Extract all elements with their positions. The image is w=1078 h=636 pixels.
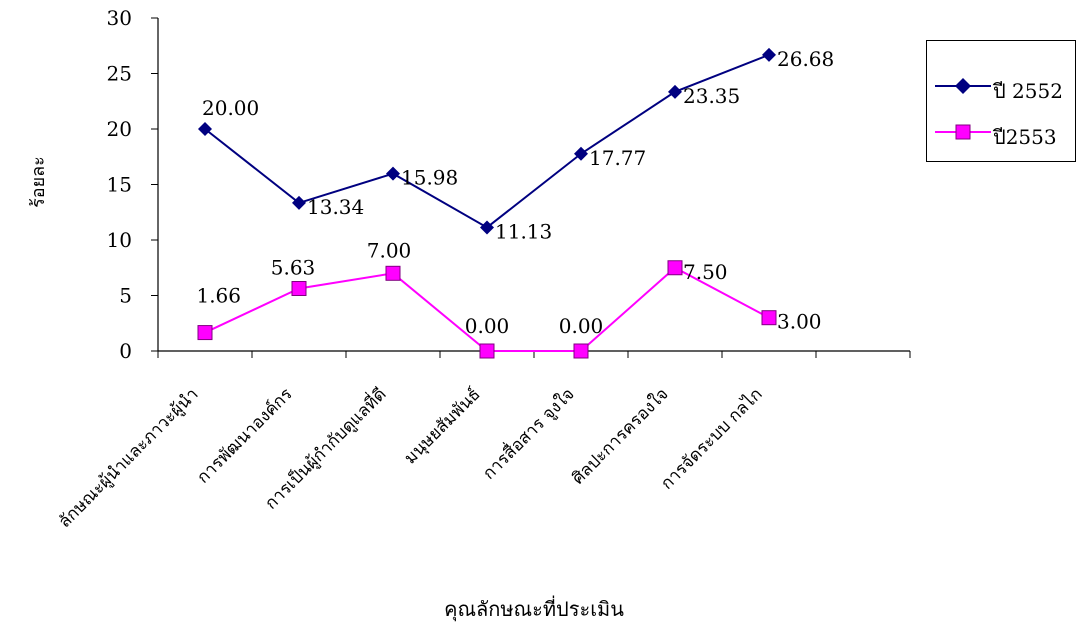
y-axis-title: ร้อยละ	[28, 156, 49, 208]
x-tick-label: การสื่อสาร จูงใจ	[477, 382, 579, 484]
series-layer	[197, 47, 777, 359]
data-point-2553	[761, 310, 777, 326]
x-axis-title: คุณลักษณะที่ประเมิน	[444, 595, 624, 622]
data-label-2552: 20.00	[202, 96, 259, 120]
data-point-2553	[573, 343, 589, 359]
y-tick-label: 10	[107, 228, 132, 252]
data-label-2552: 26.68	[777, 47, 834, 71]
data-point-2552	[762, 47, 776, 62]
y-tick-label: 15	[107, 173, 132, 197]
data-label-2553: 0.00	[559, 314, 604, 338]
data-label-2553: 5.63	[271, 256, 316, 280]
data-point-2552	[292, 195, 306, 210]
data-point-2553	[291, 281, 307, 297]
x-tick-label: การพัฒนาองค์กร	[193, 384, 296, 487]
data-point-2552	[480, 220, 494, 235]
data-label-2553: 7.50	[683, 260, 728, 284]
data-label-2553: 1.66	[196, 284, 241, 308]
x-tick-label: ศิลปะการครองใจ	[568, 384, 673, 489]
x-tick-label: ลักษณะผู้นำและภาวะผู้นำ	[55, 384, 203, 532]
legend: ปี 2552 ปี2553	[926, 40, 1076, 162]
legend-item-2552: ปี 2552	[927, 71, 1075, 103]
data-point-2553	[197, 325, 213, 341]
data-label-2553: 7.00	[367, 238, 412, 262]
data-point-2552	[668, 84, 682, 99]
y-tick-label: 0	[119, 339, 132, 363]
legend-marker-2552	[935, 78, 991, 94]
data-labels: 20.00 13.34 15.98 11.13 17.77 23.35 26.68 1.66 5…	[196, 47, 834, 338]
data-point-2553	[385, 265, 401, 281]
series-line-2552	[204, 53, 770, 229]
legend-label-2552: ปี 2552	[993, 79, 1063, 103]
data-point-2552	[574, 146, 588, 161]
data-point-2553	[479, 343, 495, 359]
legend-marker-2553	[935, 124, 991, 140]
x-tick-label: การจัดระบบ กลไก	[656, 384, 766, 494]
y-tick-label: 5	[119, 284, 132, 308]
data-label-2552: 11.13	[495, 219, 552, 243]
data-label-2552: 17.77	[589, 146, 646, 170]
legend-item-2553: ปี2553	[927, 117, 1075, 149]
data-point-2552	[386, 166, 400, 181]
x-tick-label: มนุษยสัมพันธ์	[401, 384, 485, 468]
legend-label-2553: ปี2553	[993, 125, 1057, 149]
y-tick-label: 30	[107, 6, 132, 30]
y-tick-label: 25	[107, 62, 132, 86]
data-label-2553: 3.00	[777, 310, 822, 334]
data-label-2553: 0.00	[465, 314, 510, 338]
data-point-2553	[667, 260, 683, 276]
data-label-2552: 23.35	[683, 84, 740, 108]
data-point-2552	[198, 122, 212, 136]
data-label-2552: 15.98	[401, 166, 458, 190]
y-tick-label: 20	[107, 117, 132, 141]
data-label-2552: 13.34	[307, 195, 364, 219]
y-tick-labels: 0 5 10 15 20 25 30	[107, 6, 132, 363]
